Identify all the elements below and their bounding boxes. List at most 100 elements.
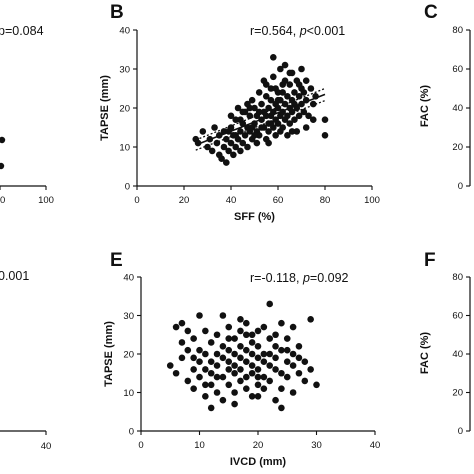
- panel-b-y-tick-label: 20: [119, 104, 130, 115]
- panel-b-data-point: [302, 124, 310, 131]
- panel-e-data-point: [225, 323, 233, 331]
- panel-e-stat-p-value: =0.092: [310, 271, 349, 285]
- panel-e-data-point: [190, 354, 197, 362]
- panel-b-data-point: [293, 128, 301, 135]
- panel-b-data-point: [274, 96, 282, 104]
- panel-e-data-point: [219, 312, 227, 319]
- panel-b-data-point: [199, 128, 207, 135]
- panel-e-data-point: [196, 346, 203, 354]
- panel-b-data-point: [258, 100, 265, 108]
- panel-e-stat-p-symbol: p: [302, 271, 310, 285]
- panel-b-data-point: [270, 54, 277, 61]
- panel-e-data-point: [178, 354, 186, 362]
- panel-e-data-point: [278, 319, 285, 327]
- panel-b-data-point: [298, 65, 305, 73]
- panel-f-y-tick-label: 0: [458, 426, 463, 437]
- panel-b-data-point: [321, 116, 329, 123]
- panel-e-data-point: [289, 389, 297, 396]
- panel-e-data-point: [202, 366, 209, 373]
- panel-b-data-point: [204, 143, 211, 151]
- panel-e-data-point: [231, 335, 238, 342]
- panel-e-data-point: [283, 358, 291, 366]
- panel-b-data-point: [255, 132, 263, 139]
- panel-b-data-point: [284, 93, 291, 100]
- panel-b-data-point: [295, 81, 303, 88]
- panel-e-data-point: [248, 362, 256, 369]
- panel-b-data-point: [234, 104, 242, 112]
- panel-e-data-point: [295, 354, 303, 362]
- panel-e-data-point: [196, 373, 203, 381]
- panel-b-y-tick-label: 40: [119, 26, 130, 37]
- panel-e: E r=-0.118, p=0.092 0 10 20 30 40 0 10 20 30 40 IV…: [103, 250, 380, 468]
- panel-b-data-point: [244, 100, 251, 108]
- panel-e-data-point: [243, 319, 250, 327]
- panel-e-x-tick-label: 10: [194, 440, 205, 451]
- panel-e-y-tick-label: 20: [123, 350, 134, 361]
- panel-e-data-point: [237, 354, 244, 362]
- panel-d-stat-text: 0.001: [0, 269, 29, 283]
- panel-e-letter: E: [110, 250, 123, 271]
- panel-e-data-point: [254, 343, 262, 350]
- panel-b-data-point: [255, 89, 263, 96]
- panel-e-data-point: [283, 335, 291, 342]
- panel-d-x-tick-label: 40: [41, 441, 52, 452]
- panel-e-data-point: [243, 373, 250, 381]
- panel-c-letter: C: [424, 2, 438, 23]
- panel-e-data-point: [225, 346, 233, 354]
- panel-f-y-tick-label: 80: [452, 272, 463, 283]
- panel-b-y-tick-label: 30: [119, 65, 130, 76]
- panel-e-data-point: [254, 354, 262, 362]
- panel-b-data-point: [232, 143, 239, 151]
- panel-b-x-tick-label: 80: [320, 195, 331, 206]
- panel-b-x-tick-label: 40: [226, 195, 237, 206]
- panel-e-data-point: [272, 343, 279, 350]
- panel-b-data-point: [255, 108, 263, 116]
- panel-e-data-point: [207, 358, 215, 366]
- panel-c-y-tick-label: 0: [458, 181, 463, 192]
- panel-e-data-point: [196, 312, 203, 319]
- panel-e-stat-r: r=-0.118,: [250, 271, 303, 285]
- panel-e-data-point: [248, 331, 256, 339]
- panel-e-x-tick-label: 0: [138, 440, 143, 451]
- panel-e-data-point: [243, 346, 250, 354]
- panel-e-data-point: [307, 366, 314, 373]
- panel-b-data-point: [244, 143, 251, 151]
- panel-e-data-point: [248, 350, 256, 358]
- panel-b-data-point: [267, 96, 275, 104]
- panel-e-data-point: [254, 381, 262, 389]
- panel-e-y-tick-label: 0: [129, 427, 134, 438]
- panel-c-y-tick-label: 20: [452, 142, 463, 153]
- panel-e-data-point: [289, 323, 297, 331]
- panel-e-data-point: [243, 358, 250, 366]
- panel-e-data-point: [260, 323, 268, 331]
- panel-e-data-point: [237, 316, 244, 323]
- panel-e-data-point: [283, 373, 291, 381]
- panel-b-data-point: [223, 159, 230, 166]
- panel-b-data-point: [305, 112, 312, 120]
- panel-b-ci-upper-line: [195, 87, 326, 141]
- panel-b-data-point: [281, 61, 289, 69]
- panel-e-data-point: [237, 366, 244, 373]
- panel-b-stat-r: r=0.564,: [250, 24, 300, 38]
- panel-e-data-point: [237, 377, 244, 385]
- panel-c-y-tick-label: 80: [452, 25, 463, 36]
- panel-a-data-point: [0, 136, 6, 144]
- panel-e-data-point: [207, 369, 215, 377]
- panel-e-data-point: [190, 335, 197, 342]
- panel-e-data-point: [207, 339, 215, 346]
- panel-e-x-tick-label: 40: [370, 440, 381, 451]
- panel-e-data-point: [184, 377, 192, 385]
- panel-b-data-point: [265, 139, 272, 147]
- panel-e-data-point: [254, 327, 262, 335]
- panel-b-data-point: [237, 147, 244, 155]
- panel-b-data-point: [277, 128, 284, 135]
- panel-b-data-point: [223, 135, 230, 143]
- panel-d-fragment: 0.001 40: [0, 269, 51, 452]
- panel-e-y-axis-label: TAPSE (mm): [103, 321, 115, 387]
- panel-e-data-point: [260, 350, 268, 358]
- panel-e-data-point: [272, 366, 279, 373]
- panel-e-data-point: [213, 362, 221, 369]
- panel-b-data-point: [274, 120, 282, 127]
- panel-b-x-tick-label: 20: [179, 195, 190, 206]
